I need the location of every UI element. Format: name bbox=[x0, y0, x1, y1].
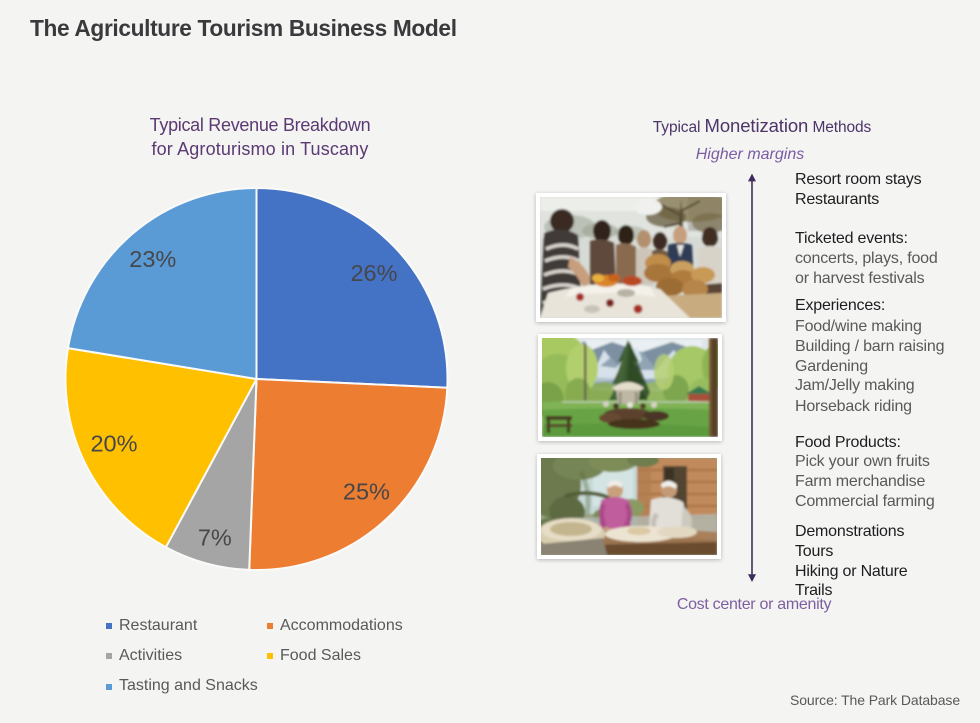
svg-text:7%: 7% bbox=[198, 525, 232, 551]
svg-text:26%: 26% bbox=[350, 260, 397, 286]
svg-text:20%: 20% bbox=[90, 431, 137, 457]
svg-text:23%: 23% bbox=[129, 246, 176, 272]
svg-text:25%: 25% bbox=[343, 479, 390, 505]
